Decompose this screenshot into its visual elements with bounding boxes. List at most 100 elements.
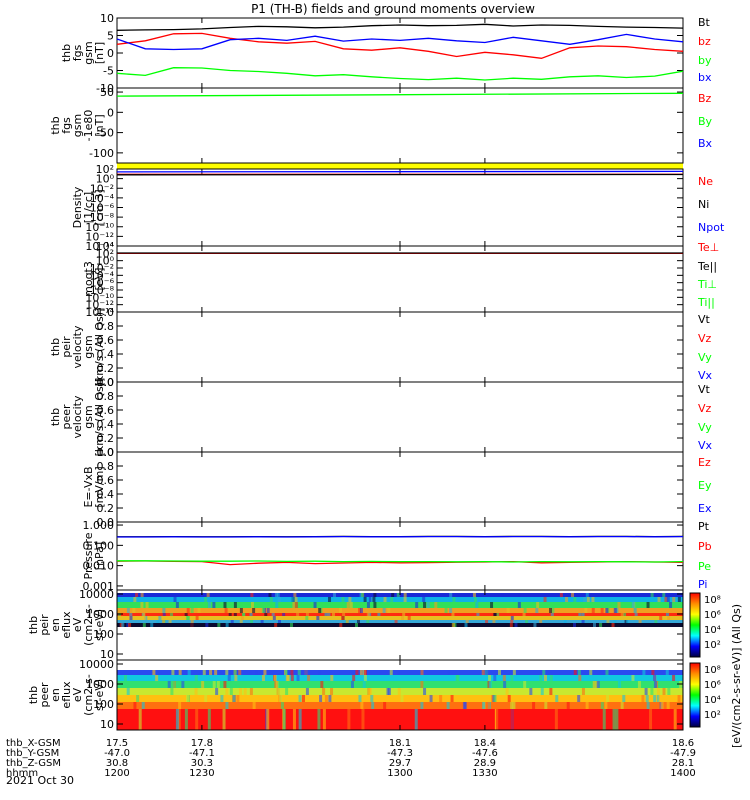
spectrogram-speckle	[360, 702, 364, 709]
spectrogram-speckle	[606, 695, 610, 702]
spectrogram-speckle	[168, 620, 172, 623]
spectrogram-speckle	[263, 670, 267, 675]
spectrogram-speckle	[601, 675, 605, 681]
spectrogram-speckle	[672, 597, 676, 602]
spectrogram-speckle	[346, 602, 350, 608]
y-tick-label: 10²	[96, 163, 114, 176]
spectrogram-speckle	[499, 602, 503, 608]
spectrogram-speckle	[227, 675, 231, 681]
spectrogram-speckle	[535, 608, 539, 613]
colorbar-upper	[689, 592, 701, 658]
spectrogram-speckle	[606, 620, 610, 623]
legend-entry: Vz	[698, 332, 712, 345]
spectrogram-speckle	[207, 602, 211, 608]
y-axis-label: thbpeerenefluxeV(cm2-s-sr-eV)	[27, 674, 106, 716]
spectrogram-speckle	[357, 602, 361, 608]
spectrogram-speckle	[402, 613, 406, 616]
ephemeris-value: -47.3	[387, 748, 413, 759]
spectrogram-speckle	[571, 593, 575, 597]
spectrogram-speckle	[363, 670, 367, 675]
spectrogram-speckle	[341, 616, 345, 620]
spectrogram-speckle	[549, 608, 553, 613]
spectrogram-speckle	[517, 702, 521, 709]
panel-frame	[116, 381, 684, 453]
spectrogram-speckle	[190, 608, 194, 613]
series-line-bt	[116, 23, 684, 31]
spectrogram-speckle	[510, 620, 514, 623]
spectrogram-speckle	[396, 613, 400, 616]
spectrogram-speckle	[641, 695, 645, 702]
spectrogram-speckle	[677, 695, 681, 702]
spectrogram-speckle	[529, 688, 533, 695]
spectrogram-speckle	[282, 709, 286, 730]
spectrogram-speckle	[397, 688, 401, 695]
spectrogram-speckle	[195, 709, 199, 730]
spectrogram-speckle	[600, 608, 604, 613]
spectrogram-speckle	[555, 675, 559, 681]
spectrogram-band	[117, 602, 683, 608]
spectrogram-speckle	[657, 597, 661, 602]
spectrogram-speckle	[397, 670, 401, 675]
spectrogram-speckle	[662, 593, 666, 597]
spectrogram-speckle	[540, 688, 544, 695]
spectrogram-speckle	[279, 695, 283, 702]
y-tick-label: 10⁻¹⁰	[85, 221, 114, 234]
y-tick-label: 0.4	[97, 348, 115, 361]
legend-entry: Ey	[698, 479, 712, 492]
y-tick-label: -10	[96, 82, 114, 95]
spectrogram-speckle	[488, 675, 492, 681]
spectrogram-speckle	[368, 597, 372, 602]
spectrogram-speckle	[330, 688, 334, 695]
y-tick-label: 10²	[96, 247, 114, 260]
y-tick-label: 10⁻⁶	[90, 277, 115, 290]
spectrogram-speckle	[656, 695, 660, 702]
y-tick-label: 10⁻²	[90, 262, 114, 275]
spectrogram-speckle	[613, 620, 617, 623]
legend-entry: Ti⊥	[697, 278, 717, 291]
spectrogram-speckle	[275, 602, 279, 608]
spectrogram-speckle	[213, 593, 217, 597]
y-axis-label: thbfgsgsm-1e80[nT]	[49, 110, 106, 142]
colorbar-tick-label: 10²	[704, 710, 721, 721]
spectrogram-speckle	[362, 681, 366, 688]
y-axis-label-line: peir	[60, 336, 73, 358]
spectrogram-speckle	[330, 675, 334, 681]
y-axis-label: Pressure[nPa]	[82, 532, 106, 579]
spectrogram-speckle	[586, 597, 590, 602]
spectrogram-speckle	[261, 608, 265, 613]
y-axis-label-line: gsm	[82, 41, 95, 64]
spectrogram-speckle	[390, 597, 394, 602]
spectrogram-speckle	[664, 597, 668, 602]
spectrogram-speckle	[363, 597, 367, 602]
legend-entry: Ex	[698, 502, 712, 515]
spectrogram-speckle	[645, 695, 649, 702]
spectrogram-speckle	[411, 593, 415, 597]
spectrogram-speckle	[359, 593, 363, 597]
spectrogram-speckle	[178, 702, 182, 709]
spectrogram-speckle	[633, 608, 637, 613]
spectrogram-speckle	[223, 602, 227, 608]
spectrogram-speckle	[470, 620, 474, 623]
spectrogram-speckle	[184, 709, 188, 730]
y-axis-label: thbfgsgsm[nT]	[60, 41, 106, 64]
spectrogram-speckle	[292, 602, 296, 608]
spectrogram-speckle	[637, 681, 641, 688]
spectrogram-speckle	[297, 670, 301, 675]
spectrogram-speckle	[487, 702, 491, 709]
spectrogram-speckle	[269, 597, 273, 602]
spectrogram-speckle	[607, 688, 611, 695]
y-axis-label-line: E=-VxB	[82, 466, 95, 507]
spectrogram-speckle	[316, 616, 320, 620]
spectrogram-speckle	[611, 623, 615, 627]
spectrogram-speckle	[634, 613, 638, 616]
spectrogram-speckle	[514, 623, 518, 627]
spectrogram-speckle	[126, 608, 130, 613]
spectrogram-speckle	[339, 623, 343, 627]
spectrogram-speckle	[620, 613, 624, 616]
spectrogram-speckle	[473, 597, 477, 602]
y-axis-label-line: [cm-3]	[93, 189, 106, 225]
y-axis-label-line: thb	[49, 116, 62, 134]
y-axis-label-line: -1e80	[82, 110, 95, 142]
spectrogram-speckle	[171, 681, 175, 688]
spectrogram-speckle	[156, 620, 160, 623]
